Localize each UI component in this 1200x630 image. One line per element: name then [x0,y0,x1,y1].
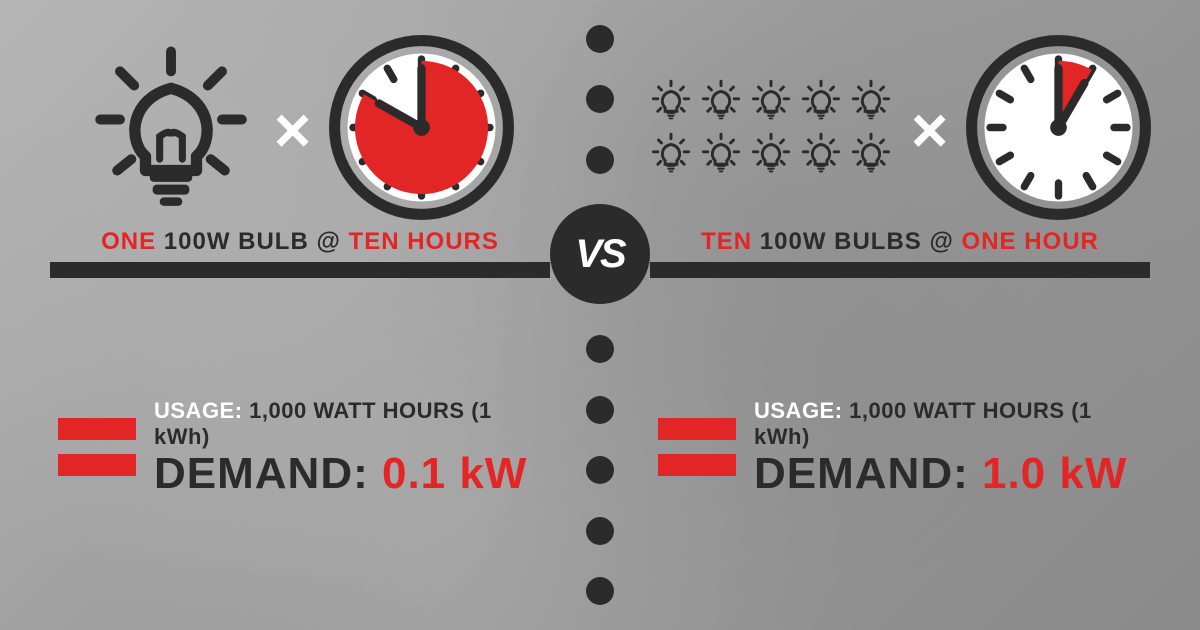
multiply-icon: × [274,93,311,167]
lightbulb-icon [799,132,843,181]
right-result: USAGE: 1,000 WATT HOURS (1 kWh) DEMAND: … [650,398,1150,496]
caption-mid: 100W BULB @ [156,228,348,255]
divider-dot [586,335,614,363]
left-panel: × [0,0,600,630]
divider-dot [586,146,614,174]
demand-line: DEMAND: 0.1 kW [154,452,550,496]
left-result: USAGE: 1,000 WATT HOURS (1 kWh) DEMAND: … [50,398,550,496]
lightbulb-icon [699,132,743,181]
demand-line: DEMAND: 1.0 kW [754,452,1150,496]
demand-value: 1.0 kW [982,449,1127,498]
center-divider: VS [550,0,650,630]
left-caption: ONE 100W BULB @ TEN HOURS [50,228,550,278]
divider-dot [586,396,614,424]
caption-underline [650,262,1150,278]
vs-badge: VS [550,204,650,304]
lightbulb-icon [699,79,743,128]
usage-label: USAGE: [754,398,843,423]
multiply-icon: × [911,93,948,167]
left-icon-row: × [50,40,550,220]
divider-dot [586,517,614,545]
divider-dot [586,577,614,605]
right-icon-row: × [650,40,1150,220]
caption-red2: TEN HOURS [349,228,499,255]
lightbulb-grid-icon [649,79,893,181]
clock-icon [329,35,514,225]
clock-icon [966,35,1151,225]
caption-red1: TEN [701,228,752,255]
caption-red2: ONE HOUR [962,228,1099,255]
caption-underline [50,262,550,278]
lightbulb-icon [649,132,693,181]
divider-dot [586,85,614,113]
caption-mid: 100W BULBS @ [752,228,961,255]
lightbulb-icon [849,132,893,181]
lightbulb-icon [649,79,693,128]
lightbulb-icon [86,43,256,218]
divider-dot [586,25,614,53]
demand-label: DEMAND: [754,449,982,498]
caption-red1: ONE [101,228,156,255]
usage-label: USAGE: [154,398,243,423]
lightbulb-icon [799,79,843,128]
demand-label: DEMAND: [154,449,382,498]
lightbulb-icon [849,79,893,128]
divider-dot [586,456,614,484]
demand-value: 0.1 kW [382,449,527,498]
usage-line: USAGE: 1,000 WATT HOURS (1 kWh) [754,398,1150,450]
right-caption: TEN 100W BULBS @ ONE HOUR [650,228,1150,278]
lightbulb-icon [749,132,793,181]
equals-icon [58,418,136,476]
infographic-container: VS [0,0,1200,630]
lightbulb-icon [749,79,793,128]
usage-line: USAGE: 1,000 WATT HOURS (1 kWh) [154,398,550,450]
right-panel: × [600,0,1200,630]
equals-icon [658,418,736,476]
